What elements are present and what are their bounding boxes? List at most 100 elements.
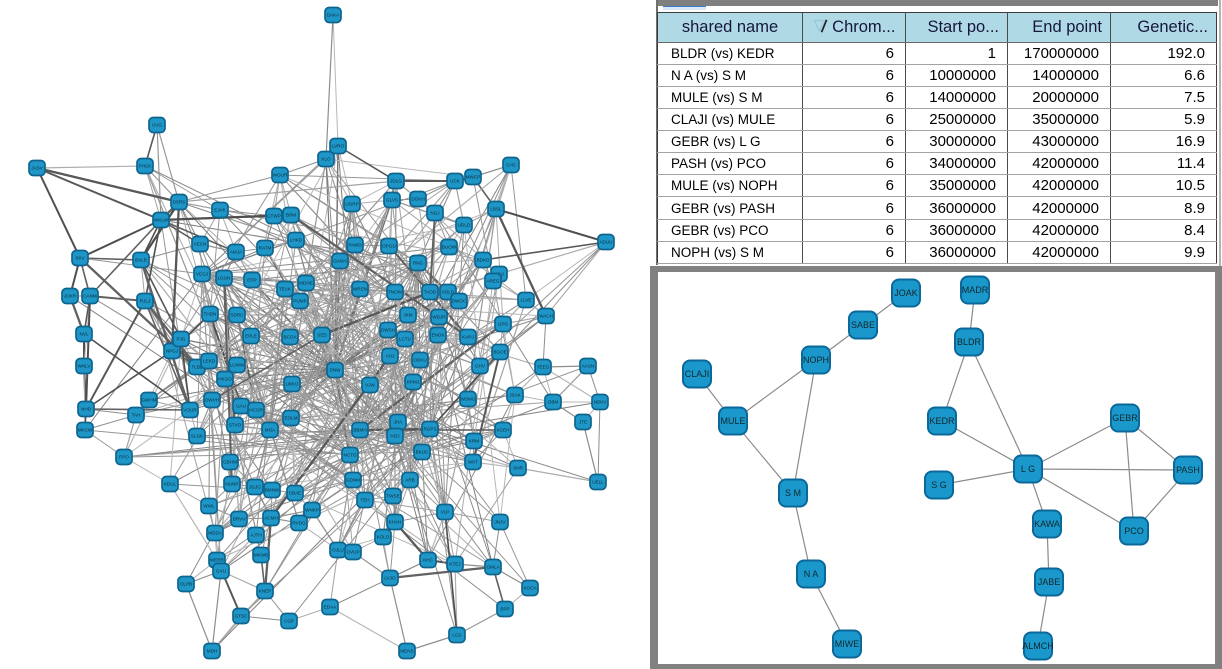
svg-text:GMLA: GMLA [486,565,500,570]
svg-text:VUJ: VUJ [386,354,395,359]
svg-text:SED: SED [317,333,327,338]
svg-text:KHAH: KHAH [389,520,402,525]
svg-text:WREN: WREN [353,287,367,292]
svg-text:LGS: LGS [452,633,461,638]
svg-text:SNR: SNR [513,466,523,471]
svg-text:EJVK: EJVK [214,208,226,213]
svg-text:S G: S G [931,480,947,490]
svg-text:JHA: JHA [394,420,404,425]
svg-text:DWOC: DWOC [452,299,467,304]
svg-text:NVL: NVL [80,332,89,337]
svg-text:GBHM: GBHM [223,460,237,465]
svg-text:PPO: PPO [119,455,129,460]
svg-text:KARJ: KARJ [462,335,474,340]
svg-text:RGPS: RGPS [423,427,436,432]
svg-text:S M: S M [785,488,801,498]
svg-text:KLO: KLO [321,157,331,162]
svg-text:L G: L G [1021,464,1035,474]
svg-text:LVJO: LVJO [384,576,396,581]
svg-text:OVUP: OVUP [346,550,359,555]
svg-text:THDN: THDN [204,312,217,317]
svg-text:NHD: NHD [81,407,92,412]
svg-text:OLPB: OLPB [180,582,192,587]
svg-text:GHV: GHV [475,364,486,369]
svg-text:JSAK: JSAK [509,393,521,398]
svg-text:RNG: RNG [413,261,424,266]
svg-text:EPLE: EPLE [245,334,257,339]
svg-text:DAKA: DAKA [327,13,340,18]
svg-text:WNKP: WNKP [305,508,319,513]
svg-text:WSMG: WSMG [461,397,476,402]
svg-text:HCGR: HCGR [249,408,263,413]
svg-text:GANH: GANH [333,259,346,264]
svg-text:WERR: WERR [210,558,225,563]
svg-text:MKWB: MKWB [254,553,268,558]
svg-text:UAU: UAU [236,404,246,409]
svg-text:GEBR: GEBR [1112,413,1138,423]
svg-text:MDNE: MDNE [299,281,313,286]
svg-text:EDAA: EDAA [324,605,337,610]
svg-text:GDNM: GDNM [346,478,360,483]
svg-text:MOA: MOA [265,428,276,433]
svg-text:PJG: PJG [177,337,186,342]
svg-text:EOLM: EOLM [284,416,297,421]
svg-text:GWHM: GWHM [141,398,156,403]
svg-text:WACH: WACH [539,314,553,319]
svg-text:LGUN: LGUN [218,276,231,281]
svg-text:WKT: WKT [468,460,478,465]
svg-text:CBAE: CBAE [289,491,302,496]
svg-text:TWSE: TWSE [386,494,399,499]
svg-text:KOLO: KOLO [377,535,390,540]
svg-text:OBM: OBM [548,400,559,405]
svg-text:CLAJI: CLAJI [685,369,710,379]
svg-text:CGP: CGP [284,619,294,624]
svg-text:UMVJ: UMVJ [286,382,299,387]
svg-text:GVU: GVU [216,569,226,574]
svg-text:BCOA: BCOA [283,335,297,340]
svg-text:NUNR: NUNR [225,482,239,487]
svg-text:MDH: MDH [207,649,217,654]
svg-text:AREG: AREG [486,279,499,284]
svg-text:JOAK: JOAK [894,288,918,298]
svg-text:PUMP: PUMP [293,299,306,304]
svg-text:MKCW: MKCW [78,428,93,433]
svg-text:UVG: UVG [152,123,162,128]
svg-text:PAWD: PAWD [348,243,362,248]
svg-text:BVLB: BVLB [135,258,147,263]
svg-text:VOUR: VOUR [183,408,197,413]
svg-text:JNJV: JNJV [495,520,507,525]
svg-text:CHC: CHC [506,163,517,168]
svg-text:MENS: MENS [400,649,413,654]
svg-text:KHC: KHC [423,558,433,563]
svg-text:WWL: WWL [203,504,215,509]
svg-text:WKLW: WKLW [154,218,169,223]
svg-text:JKM: JKM [403,313,412,318]
svg-text:ALMCH: ALMCH [1022,641,1054,651]
svg-text:LVRO: LVRO [332,144,345,149]
svg-text:MADR: MADR [962,285,989,295]
svg-text:KDUL: KDUL [164,482,177,487]
svg-text:UCK: UCK [450,179,461,184]
svg-text:OJLU: OJLU [332,548,344,553]
svg-text:WDJR: WDJR [432,315,446,320]
svg-text:ADUU: ADUU [599,240,612,245]
svg-text:TAOD: TAOD [424,290,437,295]
svg-text:MODA: MODA [208,531,223,536]
svg-text:NCTO: NCTO [344,453,357,458]
svg-text:SDRC: SDRC [230,313,244,318]
svg-text:LEKD: LEKD [203,359,216,364]
svg-text:TEEG: TEEG [537,365,550,370]
svg-text:UDLD: UDLD [458,223,471,228]
svg-text:DSRS: DSRS [173,200,186,205]
svg-text:HOJ: HOJ [390,434,399,439]
svg-text:BRVV: BRVV [233,517,246,522]
svg-text:LCTU: LCTU [399,337,411,342]
svg-text:NOPH: NOPH [803,355,829,365]
svg-text:PHCK: PHCK [139,164,153,169]
svg-text:KPMJ: KPMJ [407,380,419,385]
svg-text:KRM: KRM [469,439,479,444]
svg-text:HKGO: HKGO [218,377,232,382]
svg-text:ERP: ERP [247,278,256,283]
svg-text:WOUR: WOUR [273,173,288,178]
svg-text:CTWP: CTWP [267,214,281,219]
